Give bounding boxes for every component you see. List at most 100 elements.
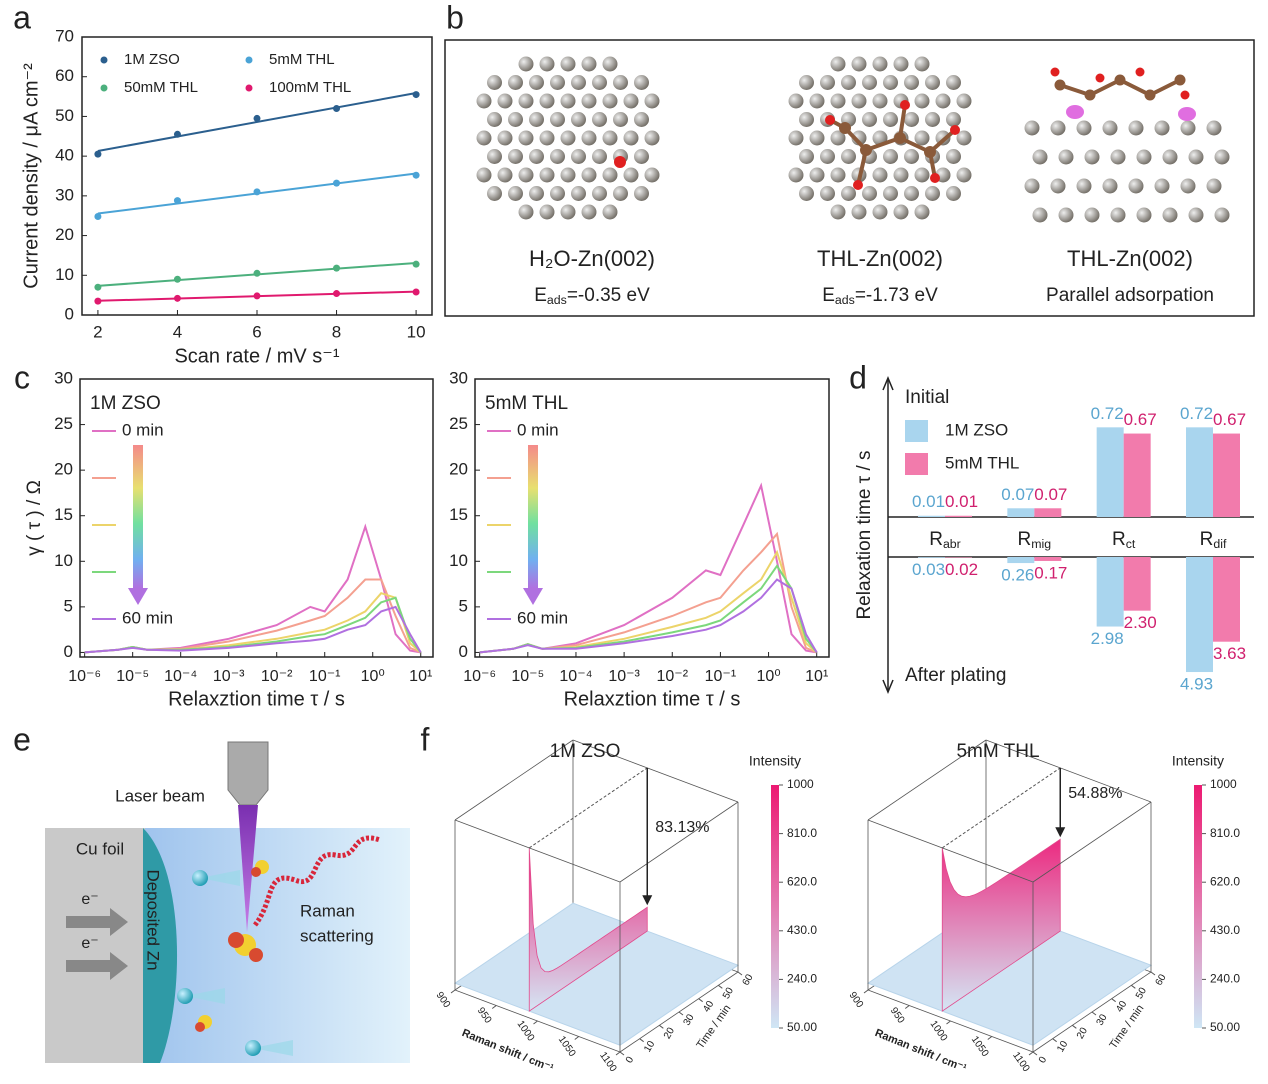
x-tick-label: 10⁻² (261, 668, 293, 685)
atom (883, 149, 898, 164)
value-label: 0.02 (945, 560, 978, 579)
x-tick-label: 10 (407, 322, 426, 341)
data-point (412, 91, 420, 99)
atom (581, 56, 597, 72)
x-tick-label: 4 (173, 322, 182, 341)
colorbar-tick-label: 240.0 (1210, 972, 1240, 986)
colorbar (1194, 785, 1202, 1028)
legend-label: 1M ZSO (945, 420, 1008, 439)
atom (592, 186, 607, 201)
atom (904, 186, 919, 201)
atom (571, 149, 586, 164)
atom (1174, 74, 1186, 86)
atom (1050, 120, 1066, 136)
atom (497, 130, 513, 146)
atom (634, 186, 649, 201)
box-edge (867, 819, 1034, 883)
text-part: E (534, 285, 547, 306)
subscript: ct (1126, 537, 1136, 551)
subscript: dif (1213, 537, 1227, 551)
atom (830, 93, 846, 109)
y-tick-label: 60 (1154, 972, 1169, 988)
gradient-arrow (528, 445, 538, 588)
y-tick-label: 0 (64, 642, 73, 661)
atom (539, 204, 555, 220)
atom (862, 186, 877, 201)
text-part: E (822, 285, 835, 306)
atom (1188, 207, 1204, 223)
value-label: 0.26 (1001, 566, 1034, 585)
atom (904, 75, 919, 90)
y-axis-label: Time / min (1107, 1003, 1146, 1052)
atom (581, 167, 597, 183)
legend-label: 60 min (517, 608, 568, 627)
atom (1058, 149, 1074, 165)
atom (924, 146, 936, 158)
atom (1084, 149, 1100, 165)
data-point (94, 150, 102, 158)
atom (841, 149, 856, 164)
box-edge (572, 739, 739, 803)
foil-label: Cu foil (76, 839, 124, 858)
y-tick-label: 30 (449, 368, 468, 387)
electron-label: e⁻ (81, 935, 98, 952)
atom (623, 130, 639, 146)
atom (476, 93, 492, 109)
plot-frame (79, 378, 434, 658)
legend-label: 1M ZSO (124, 51, 180, 68)
annotation-arrow-head (1055, 827, 1066, 838)
atom (904, 112, 919, 127)
y-tick-label: 10 (54, 551, 73, 570)
bar (1213, 433, 1240, 517)
y-tick (737, 971, 743, 976)
data-point (333, 264, 341, 272)
legend-marker (245, 84, 253, 92)
atom (1180, 90, 1190, 100)
y-tick-label: 20 (54, 460, 73, 479)
panel-label: c (14, 359, 30, 395)
y-tick-label: 10 (1055, 1039, 1070, 1055)
x-tick-label: 1100 (597, 1050, 619, 1074)
legend-marker (100, 84, 108, 92)
atom (841, 75, 856, 90)
atom (839, 122, 851, 134)
category-label: Rct (1112, 529, 1136, 551)
atom (935, 93, 951, 109)
structure-label: THL-Zn(002) (1067, 246, 1193, 271)
y-axis-label: Relaxation time τ / s (854, 450, 875, 619)
atom (602, 56, 618, 72)
atom (809, 130, 825, 146)
laser-beam (238, 805, 258, 932)
atom (602, 204, 618, 220)
x-tick-label: 10⁻¹ (705, 668, 737, 685)
legend-label: 5mM THL (269, 51, 335, 68)
atom (529, 75, 544, 90)
atom (1050, 178, 1066, 194)
atom (853, 180, 863, 190)
atom (1102, 120, 1118, 136)
laser-label: Laser beam (115, 786, 205, 805)
colorbar-tick-label: 240.0 (787, 972, 817, 986)
legend-label: 5mM THL (945, 453, 1019, 472)
atom (539, 130, 555, 146)
y-tick (1052, 1038, 1057, 1043)
deposited-zn (143, 828, 178, 1063)
y-tick (659, 1024, 664, 1029)
structure-caption: Parallel adsorpation (1046, 285, 1214, 306)
atom (497, 93, 513, 109)
x-tick-label: 1000 (927, 1019, 949, 1044)
zn-ion (185, 988, 225, 1004)
atom (487, 112, 502, 127)
atom (614, 156, 626, 168)
x-tick-label: 2 (93, 322, 102, 341)
y-tick (698, 998, 703, 1003)
annotation-line (941, 767, 1061, 849)
atom (1084, 207, 1100, 223)
atom (1076, 178, 1092, 194)
atom (1128, 178, 1144, 194)
x-tick-label: 6 (252, 322, 261, 341)
bond (1089, 78, 1121, 97)
y-tick-label: 10 (642, 1039, 657, 1055)
zn-ion (200, 870, 240, 886)
box-edge (867, 739, 987, 821)
